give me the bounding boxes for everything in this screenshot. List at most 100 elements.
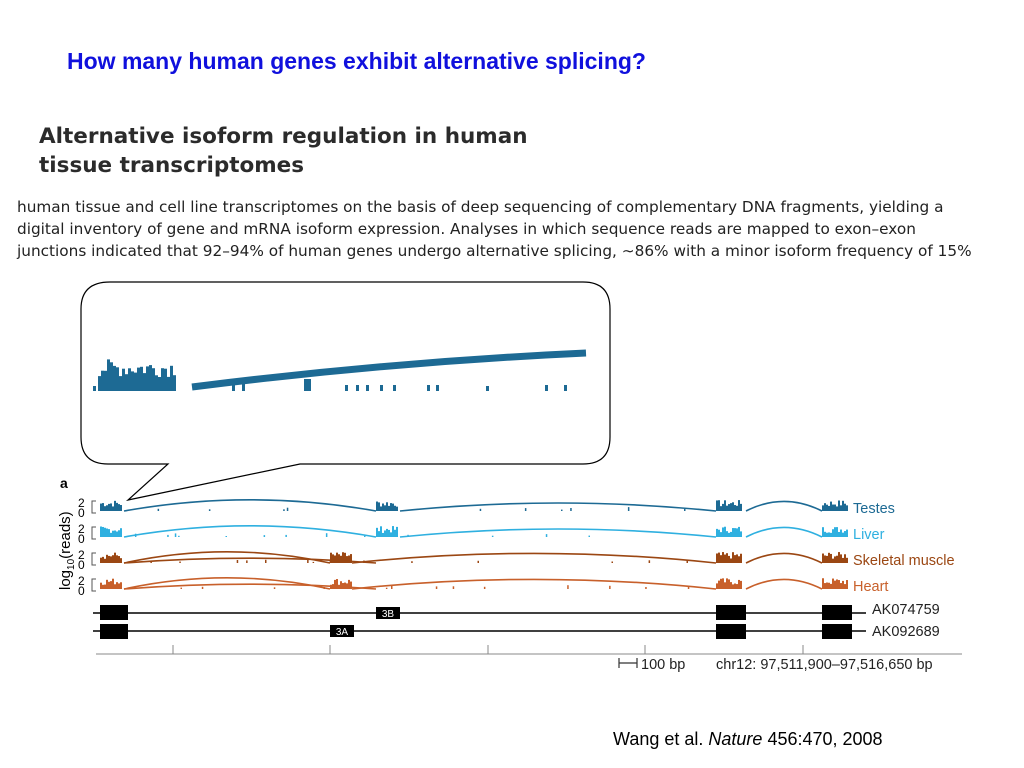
coverage-bar [100, 503, 102, 511]
coverage-bar [342, 552, 344, 563]
coverage-bar [828, 505, 830, 511]
coverage-bar [718, 529, 720, 537]
axis-tick-label: 2 [78, 548, 85, 562]
exon-5 [822, 624, 852, 639]
coverage-bar [108, 503, 110, 511]
coverage-bar [114, 584, 116, 589]
coverage-bar [718, 500, 720, 511]
intronic-read [684, 509, 686, 511]
intronic-read [384, 507, 386, 511]
zoomed-coverage [93, 359, 176, 391]
genomic-axis: 100 bp chr12: 97,511,900–97,516,650 bp [96, 645, 962, 673]
exon-3b [376, 607, 400, 619]
genomic-coordinates: chr12: 97,511,900–97,516,650 bp [716, 657, 933, 673]
exon-3a [330, 625, 354, 637]
zoomed-read-tick [366, 385, 369, 391]
intronic-read [385, 587, 388, 589]
coverage-bar [732, 502, 734, 511]
track-label: Liver [853, 527, 885, 543]
intronic-read [648, 560, 651, 563]
coverage-bar [836, 555, 838, 563]
coverage-bar [112, 578, 114, 589]
coverage-bar [722, 527, 724, 537]
abstract-line-2: digital inventory of gene and mRNA isofo… [17, 220, 916, 238]
y-axis-label-base: 10 [66, 558, 77, 570]
intronic-read [609, 585, 611, 589]
coverage-bar [828, 552, 830, 563]
zoom-callout [80, 281, 611, 502]
coverage-bar [824, 531, 826, 537]
coverage-bar [838, 580, 840, 589]
zoomed-coverage-bar [164, 368, 167, 391]
citation-journal: Nature [708, 729, 763, 749]
coverage-bar [840, 583, 842, 589]
intronic-read [157, 508, 160, 511]
coverage-bar [104, 527, 106, 537]
coverage-bar [726, 578, 728, 589]
coverage-bar [732, 528, 734, 537]
junction-arc [745, 552, 823, 564]
scale-bar [618, 658, 638, 668]
coverage-bar [832, 529, 834, 537]
intronic-read [307, 559, 309, 563]
coverage-bar [832, 558, 834, 563]
coverage-bar [390, 532, 392, 537]
track-testes: 20 Testes [78, 496, 895, 520]
coverage-bar [730, 582, 732, 589]
coverage-bar [110, 556, 112, 563]
coverage-bar [392, 503, 394, 511]
intronic-read [225, 536, 227, 537]
intronic-read [285, 534, 287, 537]
coverage-bar [724, 554, 726, 563]
coverage-bar [736, 505, 738, 511]
coverage-bar [734, 505, 736, 511]
coverage-bar [734, 555, 736, 563]
axis-bracket [91, 578, 96, 592]
coverage-bar [834, 556, 836, 563]
coverage-bar [114, 500, 116, 511]
coverage-bar [388, 505, 390, 511]
coverage-bar [732, 584, 734, 589]
coverage-bar [846, 505, 848, 511]
intronic-read [391, 533, 394, 537]
coverage-bar [104, 558, 106, 563]
coverage-bar [842, 500, 844, 511]
coverage-bar [716, 500, 718, 511]
zoomed-read-tick [393, 385, 396, 391]
coverage-bar [720, 532, 722, 537]
exon-4 [716, 605, 746, 620]
zoomed-coverage-bar [149, 365, 152, 391]
coverage-bar [830, 583, 832, 589]
zoomed-read-ticks [232, 379, 567, 391]
intronic-read [686, 560, 688, 563]
coverage-bar [110, 532, 112, 537]
zoomed-coverage-bar [104, 370, 107, 391]
junction-arc [123, 551, 331, 564]
coverage-bar [834, 580, 836, 589]
intronic-read [364, 535, 366, 537]
coverage-bar [834, 527, 836, 537]
coverage-bar [118, 583, 120, 589]
zoomed-read-tick [304, 379, 311, 391]
coverage-bar [738, 500, 740, 511]
figure-heading: Alternative isoform regulation in human … [39, 122, 639, 180]
coverage-bar [720, 506, 722, 511]
coverage-bar [344, 582, 346, 589]
coverage-bar [110, 503, 112, 511]
coverage-bar [730, 558, 732, 563]
coverage-bar [388, 529, 390, 537]
figure-heading-line-1: Alternative isoform regulation in human [39, 124, 528, 149]
coverage-bar [840, 529, 842, 537]
axis-bracket [91, 526, 96, 540]
coverage-bar [722, 503, 724, 511]
zoomed-coverage-bar [122, 368, 125, 391]
coverage-bar [116, 502, 118, 511]
intronic-read [479, 508, 482, 511]
coverage-bar [716, 528, 718, 537]
coverage-bar [334, 579, 336, 589]
track-label: Testes [853, 501, 895, 517]
coverage-bar [846, 580, 848, 589]
track-skeletal-muscle: 20 Skeletal muscle [78, 548, 955, 572]
coverage-bar [106, 528, 108, 537]
intronic-read [201, 586, 204, 589]
